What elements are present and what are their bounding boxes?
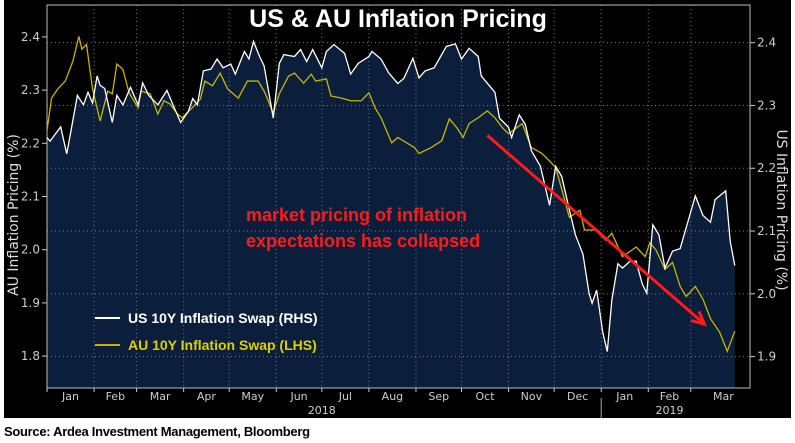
month-label: Aug	[382, 390, 403, 403]
left-axis-label: AU Inflation Pricing (%)	[6, 134, 22, 296]
au-series-line	[46, 36, 736, 354]
month-label: Feb	[660, 390, 679, 403]
chart-title: US & AU Inflation Pricing	[249, 5, 547, 33]
month-label: Feb	[106, 390, 125, 403]
left-tick-label: 2.4	[21, 30, 40, 44]
left-tick-label: 2.2	[21, 136, 40, 150]
left-tick-label: 2.0	[21, 243, 40, 257]
source-note: Source: Ardea Investment Management, Blo…	[4, 424, 310, 439]
month-label: Mar	[150, 390, 171, 403]
right-axis-label: US Inflation Pricing (%)	[773, 129, 789, 290]
month-label: Dec	[567, 390, 588, 403]
month-label: Jul	[338, 390, 352, 403]
annotation-line-2: expectations has collapsed	[246, 231, 480, 251]
legend-label-us: US 10Y Inflation Swap (RHS)	[128, 310, 318, 326]
right-tick-label: 2.1	[757, 224, 776, 238]
right-tick-label: 2.0	[757, 287, 776, 301]
month-label: Jan	[61, 390, 79, 403]
right-tick-label: 2.3	[757, 98, 776, 112]
month-label: Mar	[713, 390, 734, 403]
month-label: Apr	[197, 390, 217, 403]
month-label: Sep	[428, 390, 449, 403]
left-tick-label: 2.1	[21, 190, 40, 204]
month-label: Jun	[289, 390, 307, 403]
us-area-fill	[47, 41, 735, 389]
right-tick-label: 1.9	[757, 350, 776, 364]
month-label: May	[241, 390, 264, 403]
month-label: Oct	[476, 390, 496, 403]
year-label: 2019	[656, 404, 684, 417]
right-tick-label: 2.4	[757, 36, 776, 50]
left-tick-label: 2.3	[21, 83, 40, 97]
left-tick-label: 1.9	[21, 296, 40, 310]
legend: US 10Y Inflation Swap (RHS) AU 10Y Infla…	[95, 310, 318, 353]
annotation-arrowhead	[690, 310, 708, 327]
month-label: Jan	[615, 390, 633, 403]
right-tick-label: 2.2	[757, 161, 776, 175]
month-label: Nov	[521, 390, 543, 403]
legend-label-au: AU 10Y Inflation Swap (LHS)	[128, 337, 317, 353]
left-tick-label: 1.8	[21, 349, 40, 363]
annotation-line-1: market pricing of inflation	[246, 205, 467, 225]
year-label: 2018	[308, 404, 336, 417]
us-series-line	[46, 39, 736, 352]
annotation-arrow	[486, 134, 706, 326]
